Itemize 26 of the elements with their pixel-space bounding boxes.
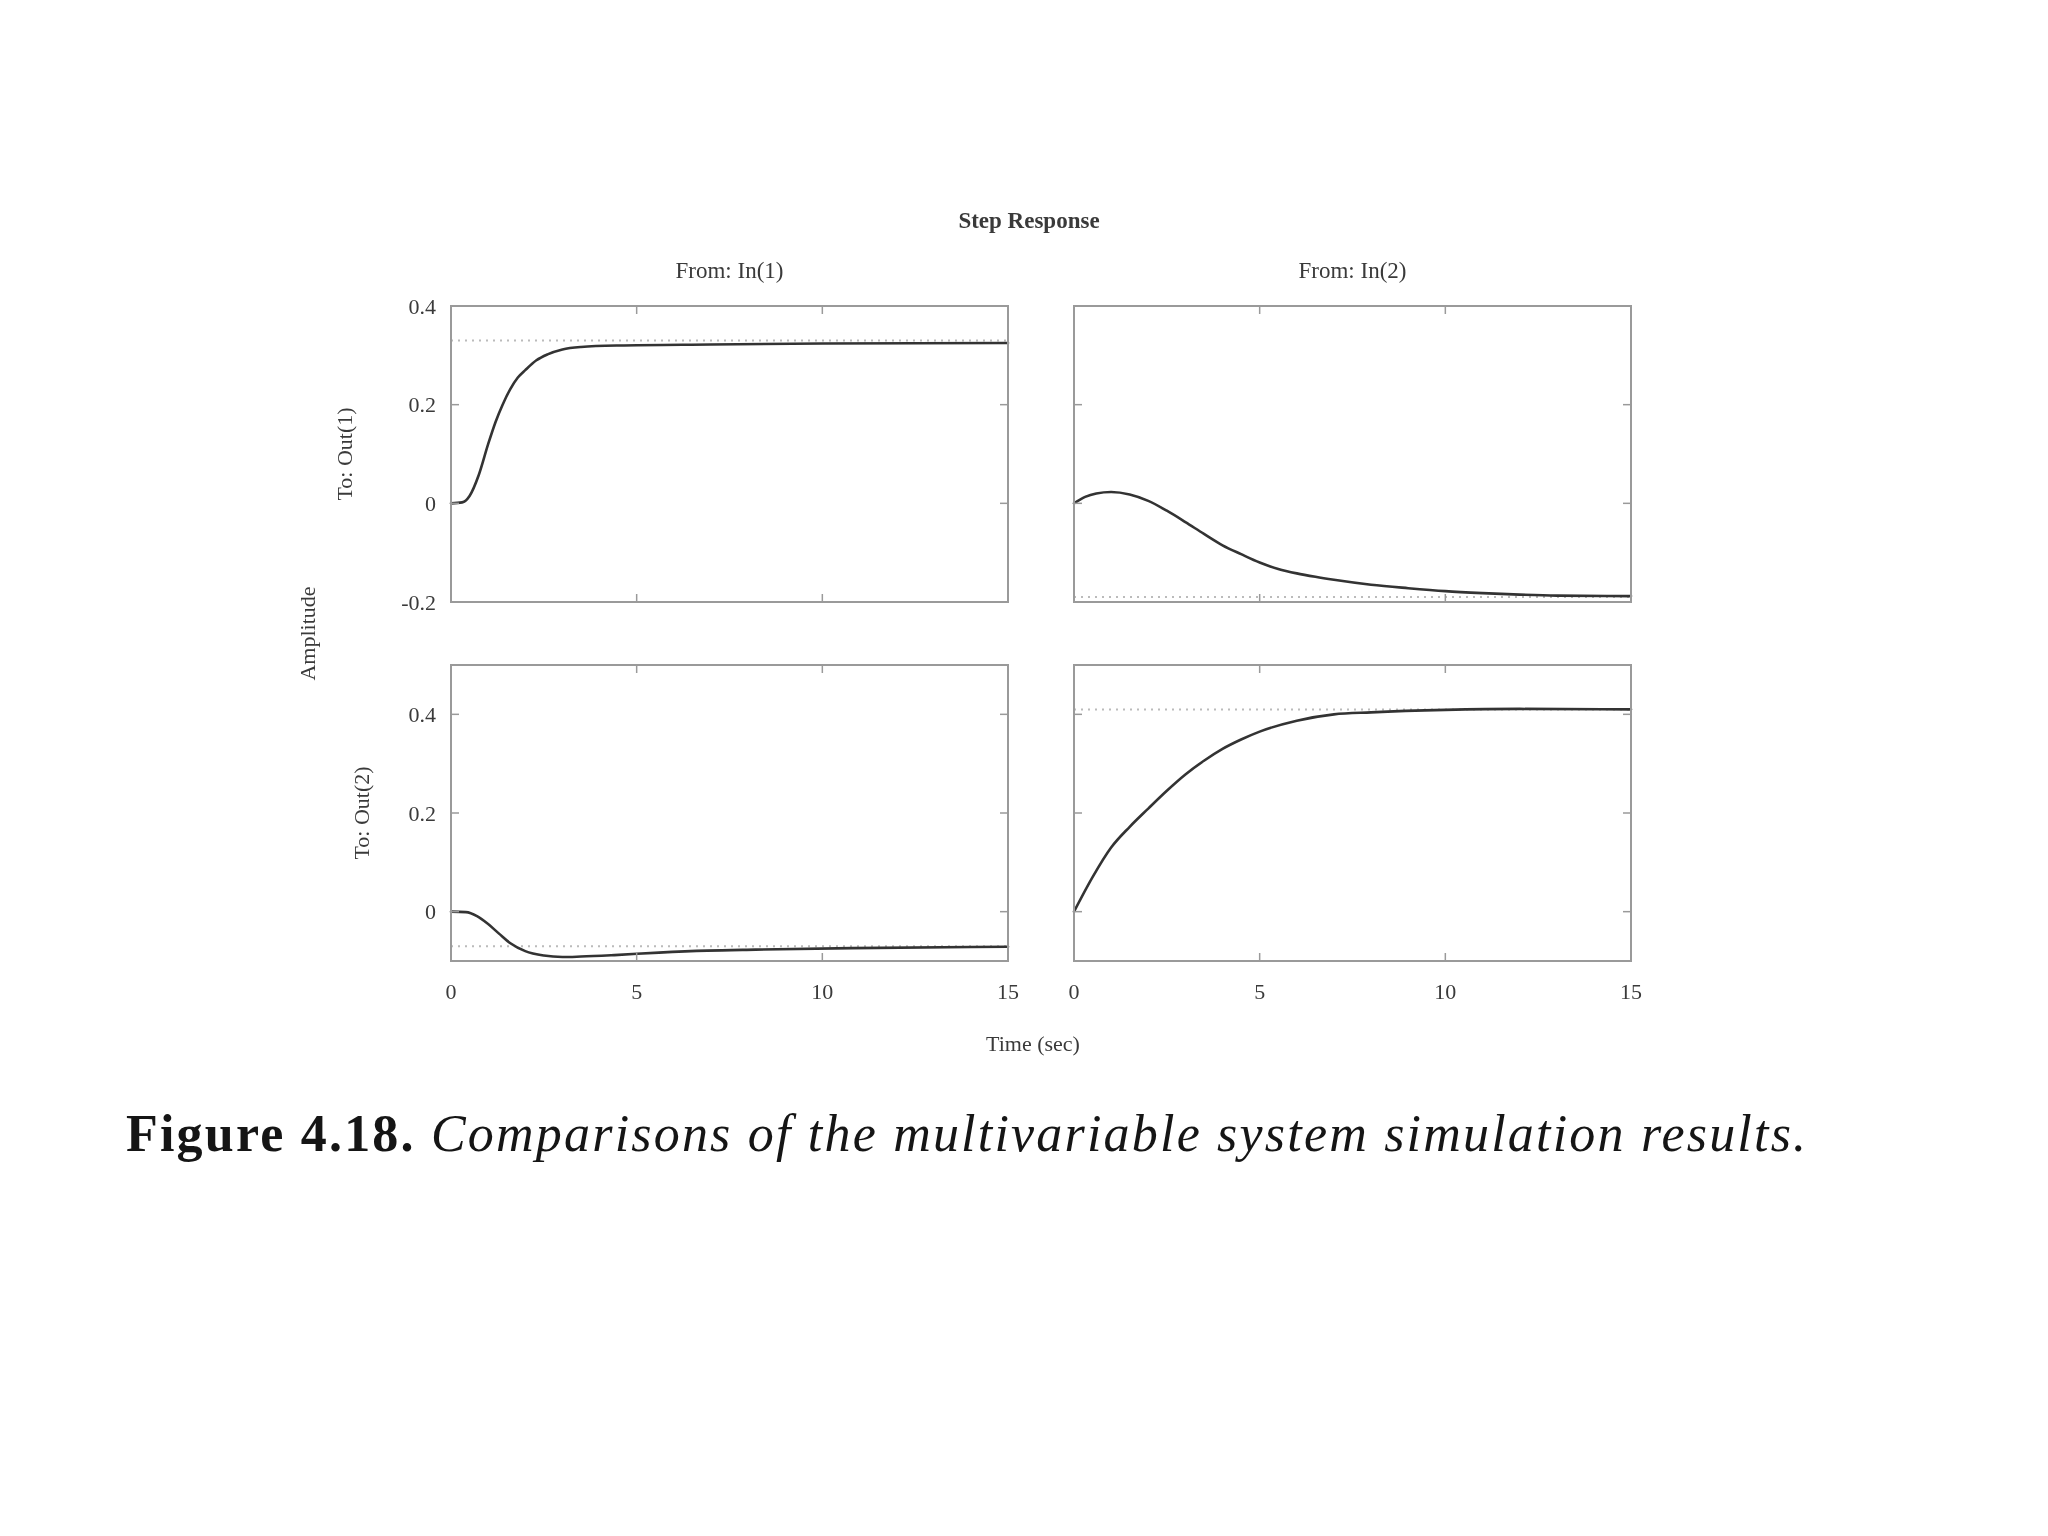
y-axis-title: To: Out(1) bbox=[331, 407, 357, 501]
y-tick-label: 0 bbox=[425, 899, 436, 925]
caption: Figure 4.18. bbox=[126, 1105, 416, 1162]
x-tick-label: 5 bbox=[1254, 979, 1266, 1004]
x-tick-label: 15 bbox=[1620, 979, 1642, 1004]
line-series bbox=[449, 910, 1010, 959]
chart-subtitle: From: In(1) bbox=[675, 258, 784, 283]
text: Amplitude bbox=[294, 586, 320, 681]
y-tick-label: -0.2 bbox=[401, 589, 436, 615]
x-tick-label: 0 bbox=[1068, 979, 1080, 1004]
y-axis-title: To: Out(2) bbox=[348, 766, 374, 860]
y-tick-label: 0 bbox=[425, 491, 436, 517]
chart-title: Step Response bbox=[958, 208, 1100, 233]
x-tick-label: 15 bbox=[997, 979, 1019, 1004]
y-tick-label: 0.4 bbox=[408, 293, 436, 319]
x-tick-label: 10 bbox=[811, 979, 834, 1004]
y-tick-label: 0.2 bbox=[408, 392, 436, 418]
y-tick-label: 0.2 bbox=[408, 800, 436, 826]
x-tick-label: 5 bbox=[631, 979, 643, 1004]
text: Comparisons of the multivariable system simulation results. bbox=[415, 1105, 1809, 1162]
chart-subtitle: From: In(2) bbox=[1298, 258, 1407, 283]
x-tick-label: 10 bbox=[1434, 979, 1457, 1004]
line-series bbox=[449, 341, 1010, 505]
x-axis-title: Time (sec) bbox=[986, 1031, 1080, 1056]
x-tick-label: 0 bbox=[445, 979, 457, 1004]
y-tick-label: 0.4 bbox=[408, 702, 436, 728]
